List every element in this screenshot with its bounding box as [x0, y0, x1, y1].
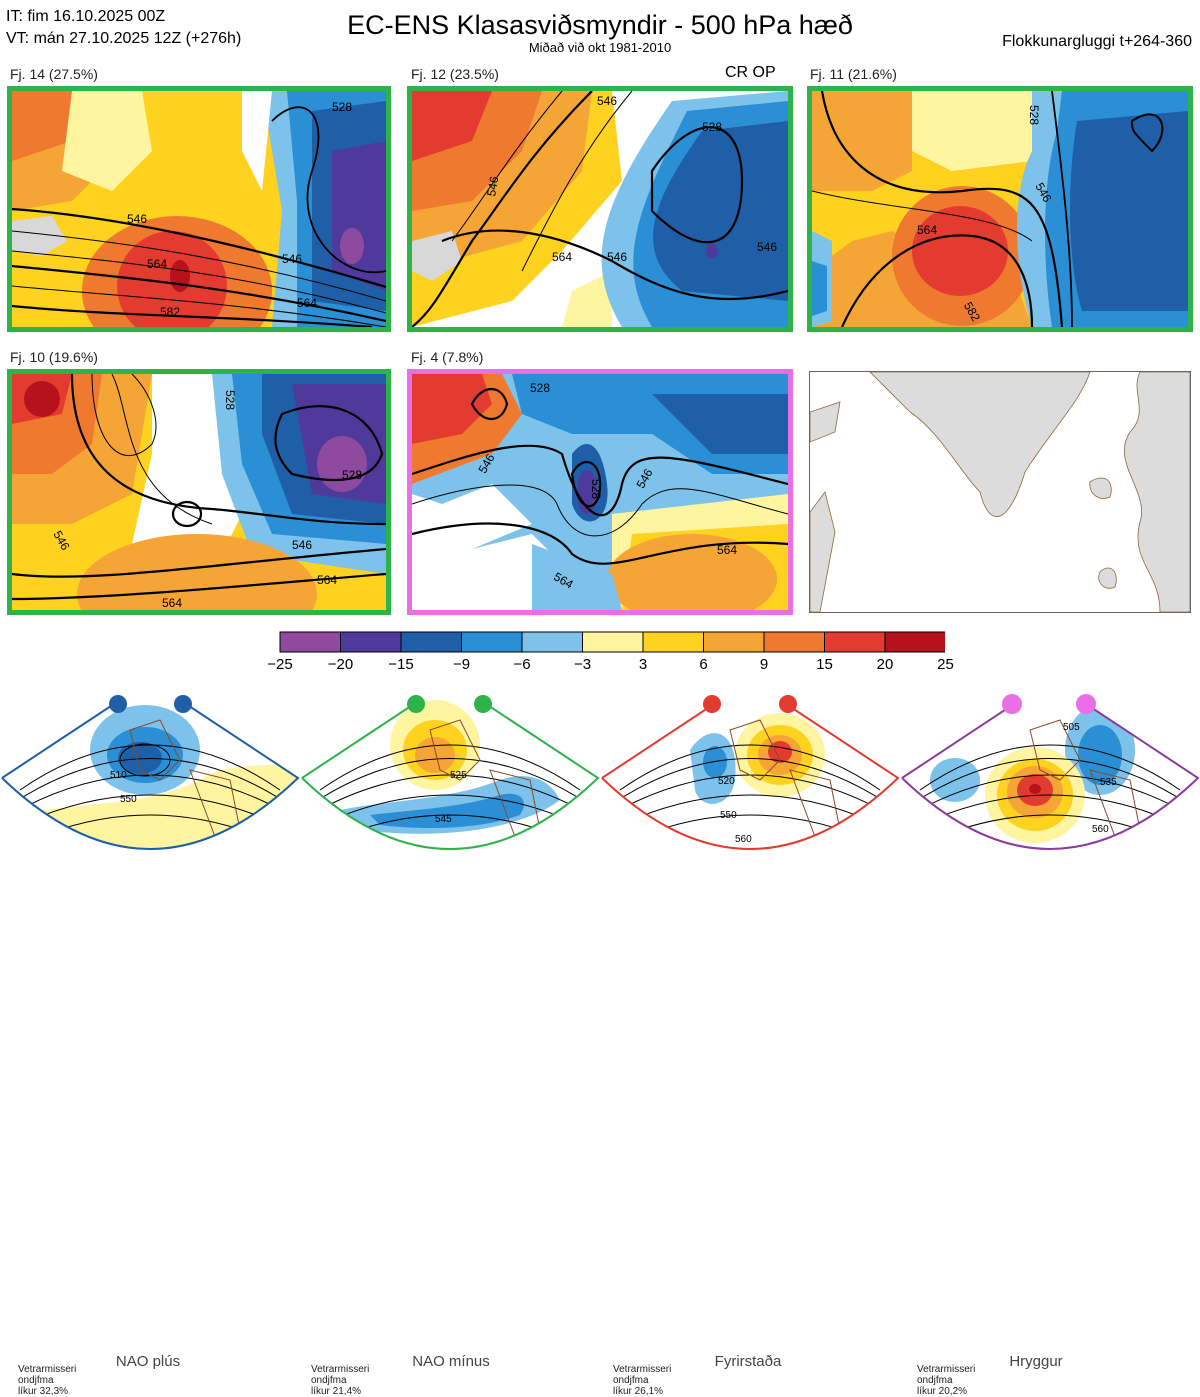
regime-note-nao-plus: Vetrarmisseri ondjfma líkur 32,3%: [18, 1364, 77, 1397]
contour-label: 528: [1027, 105, 1041, 125]
colorbar-tick-label: 9: [759, 656, 769, 673]
panel-label-5: Fj. 4 (7.8%): [411, 349, 484, 365]
panel-label-3: Fj. 11 (21.6%): [810, 66, 897, 82]
colorbar-cell: [521, 631, 583, 653]
colorbar-cell: [582, 631, 644, 653]
page-subtitle: Miðað við okt 1981-2010: [528, 40, 672, 55]
colorbar-cell: [884, 631, 945, 653]
regime-title-ridge: Hryggur: [1009, 1353, 1063, 1370]
regime-note-nao-minus: Vetrarmisseri ondjfma líkur 21,4%: [311, 1364, 370, 1397]
colorbar-tick-label: 6: [699, 656, 708, 673]
panel-label-4: Fj. 10 (19.6%): [10, 349, 98, 365]
contour-label: 528: [342, 468, 362, 482]
colorbar-tick-label: 3: [638, 656, 648, 673]
contour-label: 528: [702, 120, 722, 134]
colorbar-tick-label: 20: [876, 656, 894, 673]
colorbar-tick-label: −20: [327, 656, 354, 673]
regime-map-blocking: 520 550 560: [601, 695, 900, 850]
colorbar-tick-label: −6: [513, 656, 531, 673]
colorbar-cell: [279, 631, 341, 653]
regime-marker-icon: [174, 695, 192, 713]
colorbar-tick-label: 15: [816, 656, 833, 673]
regime-contour-label: 560: [1092, 824, 1109, 835]
contour-label: 528: [223, 390, 237, 410]
regime-contour-label: 520: [718, 776, 735, 787]
contour-label: 564: [917, 223, 937, 237]
colorbar-cell: [824, 631, 886, 653]
cr-op-label: CR OP: [725, 64, 776, 81]
regime-contour-label: 565: [445, 850, 462, 861]
regime-contour-label: 525: [450, 770, 467, 781]
colorbar-cell: [461, 631, 523, 653]
regime-map-nao-plus: 510 550: [1, 695, 300, 850]
regime-title-nao-plus: NAO plús: [115, 1353, 181, 1370]
colorbar: [279, 631, 945, 653]
regime-contour-label: 545: [435, 814, 452, 825]
regime-marker-icon: [109, 695, 127, 713]
contour-label: 546: [597, 94, 617, 108]
regime-marker-icon: [474, 695, 492, 713]
regime-map-nao-minus: 525 545 565: [301, 695, 600, 861]
contour-label: 546: [282, 252, 302, 266]
regime-marker-icon: [407, 695, 425, 713]
contour-label: 546: [292, 538, 312, 552]
contour-label: 564: [717, 543, 737, 557]
regime-note-ridge: Vetrarmisseri ondjfma líkur 20,2%: [917, 1364, 976, 1397]
regime-marker-icon: [1002, 694, 1022, 714]
regime-contour-label: 505: [1063, 722, 1080, 733]
contour-label: 546: [607, 250, 627, 264]
contour-label: 528: [332, 100, 352, 114]
valid-time: VT: mán 27.10.2025 12Z (+276h): [6, 30, 242, 47]
colorbar-cell: [763, 631, 825, 653]
colorbar-cell: [703, 631, 765, 653]
colorbar-cell: [642, 631, 704, 653]
regime-marker-icon: [1076, 694, 1096, 714]
cluster-map-panel-4: 528 528 546 546 564 564: [7, 369, 391, 615]
page-title: EC-ENS Klasasviðsmyndir - 500 hPa hæð: [347, 10, 853, 40]
regime-map-ridge: 505 535 560: [901, 694, 1200, 850]
regime-contour-label: 510: [110, 770, 127, 781]
regime-marker-icon: [779, 695, 797, 713]
colorbar-tick-label: −25: [267, 656, 293, 673]
contour-label: 564: [552, 250, 572, 264]
regime-title-nao-minus: NAO mínus: [412, 1353, 490, 1370]
cluster-map-panel-5: 546 528 546 564 564 528: [407, 369, 793, 615]
contour-label: 582: [160, 305, 180, 319]
contour-label: 528: [530, 381, 550, 395]
contour-label: 546: [757, 240, 777, 254]
contour-label: 546: [484, 175, 501, 197]
cluster-map-panel-2: 546 546 528 564 546 546: [407, 86, 793, 332]
colorbar-tick-label: −3: [573, 656, 592, 673]
regime-contour-label: 550: [120, 794, 137, 805]
contour-label: 564: [147, 257, 167, 271]
contour-label: 528: [589, 479, 603, 499]
header-times: IT: fim 16.10.2025 00Z VT: mán 27.10.202…: [6, 6, 241, 50]
contour-label: 546: [127, 212, 147, 226]
colorbar-cell: [340, 631, 402, 653]
colorbar-cell: [400, 631, 462, 653]
cluster-map-panel-3: 564 582 546 528: [807, 86, 1193, 332]
regime-contour-label: 560: [735, 834, 752, 845]
panel-label-1: Fj. 14 (27.5%): [10, 66, 98, 82]
regime-note-blocking: Vetrarmisseri ondjfma líkur 26,1%: [613, 1364, 672, 1397]
regime-contour-label: 535: [1100, 777, 1117, 788]
panel-label-2: Fj. 12 (23.5%): [411, 66, 499, 82]
contour-label: 564: [162, 596, 182, 610]
regime-marker-icon: [703, 695, 721, 713]
init-time: IT: fim 16.10.2025 00Z: [6, 8, 166, 25]
contour-label: 564: [317, 573, 337, 587]
colorbar-tick-label: −15: [388, 656, 414, 673]
regime-title-blocking: Fyrirstaða: [714, 1353, 782, 1370]
colorbar-tick-label: 25: [937, 656, 954, 673]
empty-map-panel: [809, 371, 1191, 613]
classification-window: Flokkunargluggi t+264-360: [1002, 33, 1192, 50]
contour-label: 564: [297, 296, 317, 310]
regime-contour-label: 550: [720, 810, 737, 821]
colorbar-tick-label: −9: [452, 656, 471, 673]
cluster-map-panel-1: 546 564 582 546 564 528: [7, 86, 391, 332]
